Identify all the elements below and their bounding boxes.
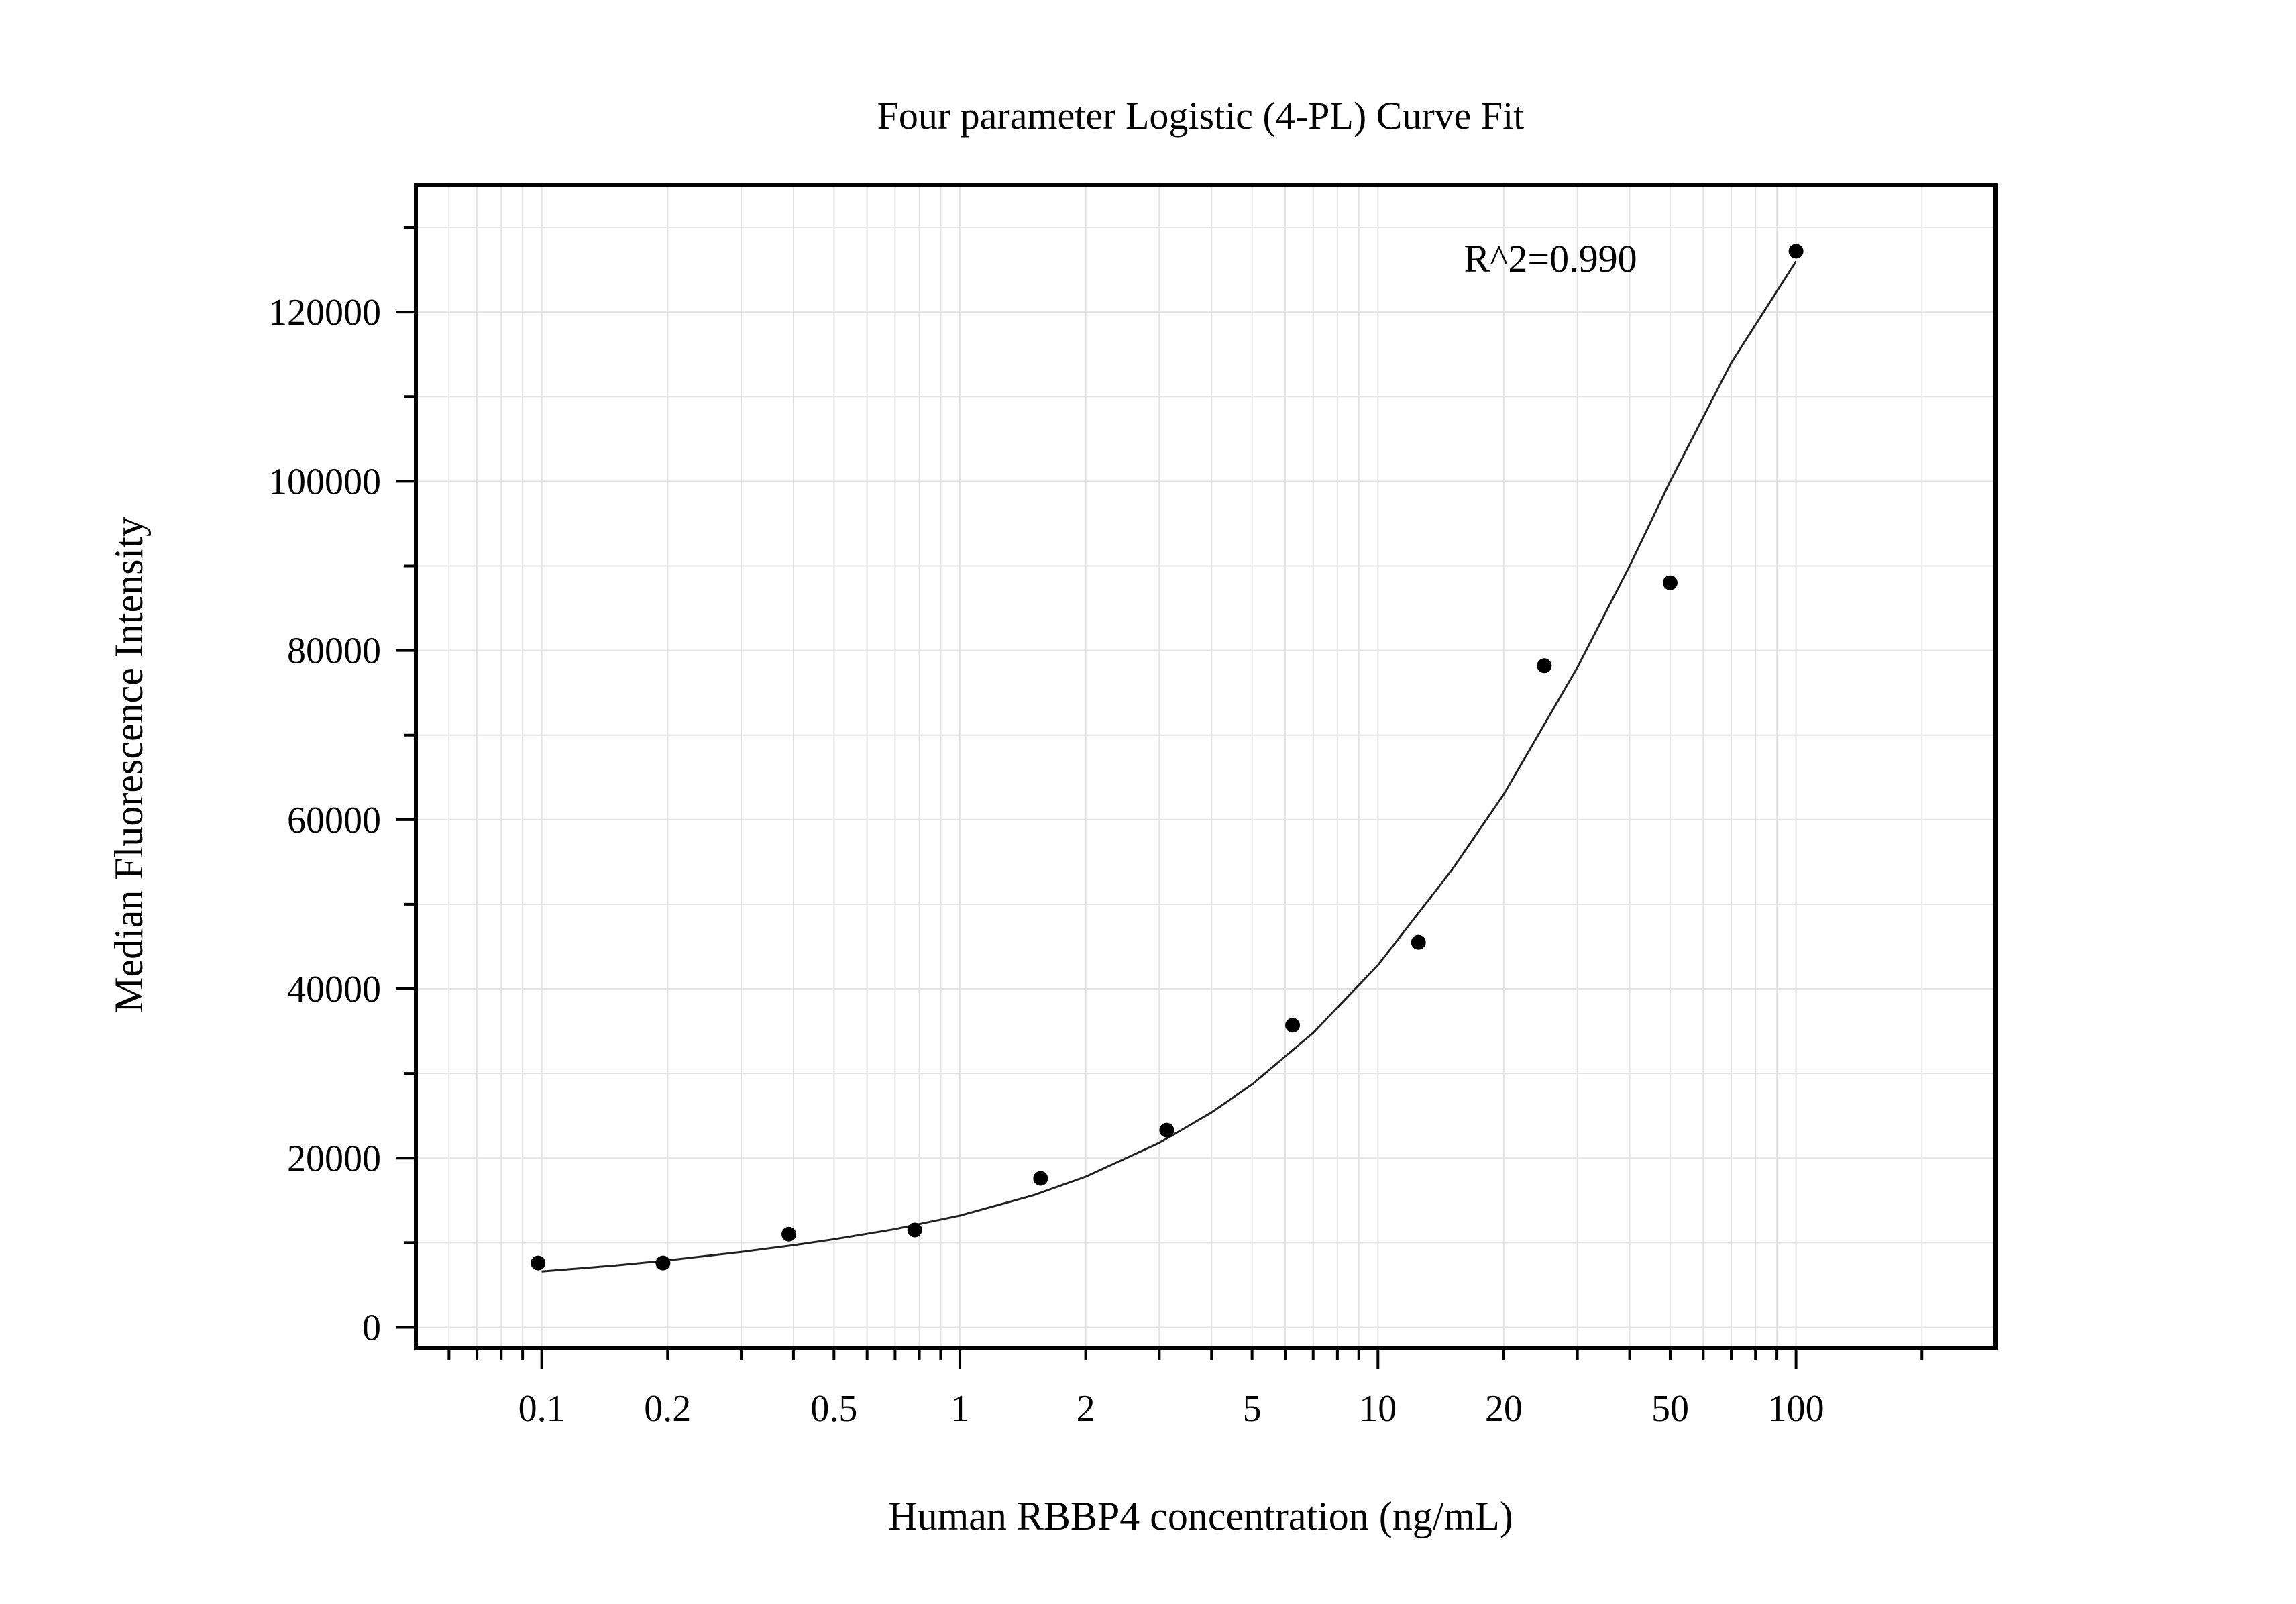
y-axis: 0 20000 40000 60000 80000 100000 120000 (268, 226, 416, 1348)
data-point (1033, 1171, 1048, 1186)
y-tick-label: 0 (362, 1307, 381, 1348)
x-axis: 0.1 0.2 0.5 1 2 5 10 20 50 100 (447, 1348, 1924, 1430)
x-axis-title: Human RBBP4 concentration (ng/mL) (888, 1494, 1513, 1538)
y-tick-label: 80000 (287, 631, 381, 672)
x-tick-label: 0.1 (518, 1388, 565, 1430)
x-tick-label: 2 (1077, 1388, 1095, 1430)
data-point (655, 1255, 671, 1271)
y-tick-label: 60000 (287, 800, 381, 841)
data-point (1285, 1018, 1301, 1033)
x-tick-label: 10 (1359, 1388, 1397, 1430)
y-tick-label: 20000 (287, 1138, 381, 1179)
x-tick-label: 100 (1768, 1388, 1824, 1430)
y-axis-title: Median Fluorescence Intensity (107, 517, 151, 1013)
data-point (1411, 934, 1426, 950)
r-squared-annotation: R^2=0.990 (1464, 237, 1637, 280)
x-tick-label: 0.5 (810, 1388, 857, 1430)
x-tick-label: 50 (1651, 1388, 1689, 1430)
chart-title: Four parameter Logistic (4-PL) Curve Fit (877, 94, 1525, 138)
data-point (1159, 1122, 1174, 1138)
data-point (1788, 244, 1804, 259)
data-point (781, 1226, 797, 1242)
data-point (1662, 575, 1678, 590)
y-tick-label: 100000 (268, 461, 381, 502)
fit-curve-line (541, 260, 1797, 1273)
x-tick-label: 1 (950, 1388, 969, 1430)
x-tick-label: 0.2 (644, 1388, 691, 1430)
plot-frame (414, 183, 1998, 1350)
data-points-layer (531, 244, 1804, 1271)
data-point (1537, 658, 1552, 674)
data-point (531, 1255, 546, 1271)
x-tick-label: 5 (1243, 1388, 1262, 1430)
y-tick-label: 120000 (268, 292, 381, 333)
y-tick-label: 40000 (287, 969, 381, 1010)
data-point (907, 1222, 922, 1238)
grid (416, 185, 1996, 1348)
x-tick-label: 20 (1485, 1388, 1523, 1430)
fit-curve-layer (541, 260, 1797, 1273)
